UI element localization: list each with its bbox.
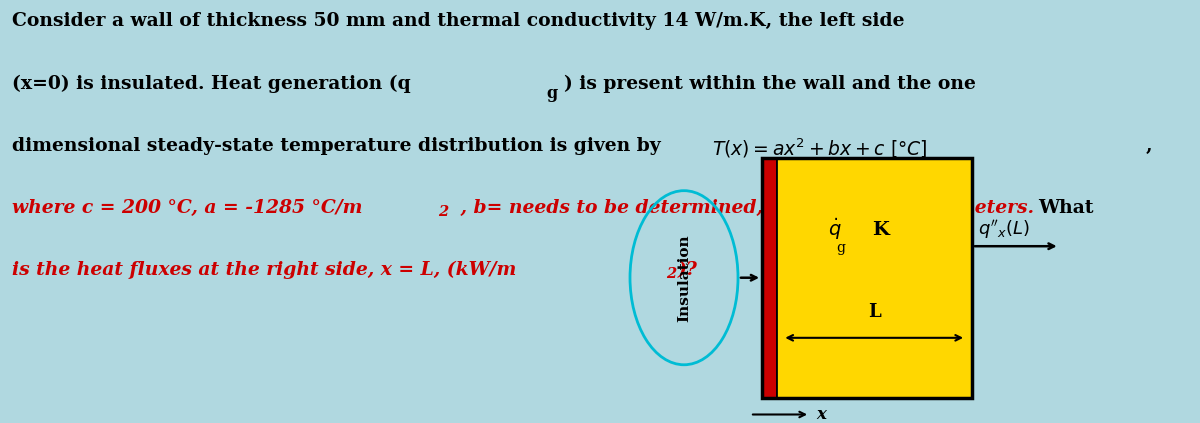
Text: g: g bbox=[546, 85, 557, 102]
Text: L: L bbox=[868, 303, 881, 321]
Text: where c = 200 °C, a = -1285 °C/m: where c = 200 °C, a = -1285 °C/m bbox=[12, 199, 362, 217]
Text: $\dot{q}$: $\dot{q}$ bbox=[828, 217, 842, 242]
FancyBboxPatch shape bbox=[762, 157, 776, 398]
Text: )?: )? bbox=[678, 261, 698, 279]
Text: ) is present within the wall and the one: ) is present within the wall and the one bbox=[564, 74, 976, 93]
Text: Consider a wall of thickness 50 mm and thermal conductivity 14 W/m.K, the left s: Consider a wall of thickness 50 mm and t… bbox=[12, 12, 905, 30]
Text: $T(x) = ax^2+bx+c\ [°C]$: $T(x) = ax^2+bx+c\ [°C]$ bbox=[712, 137, 928, 160]
Text: (x=0) is insulated. Heat generation (q: (x=0) is insulated. Heat generation (q bbox=[12, 74, 410, 93]
Text: , b= needs to be determined,: , b= needs to be determined, bbox=[454, 199, 763, 217]
Text: ,: , bbox=[1146, 137, 1153, 155]
Text: and x is in meters.: and x is in meters. bbox=[834, 199, 1040, 217]
Text: What: What bbox=[1038, 199, 1093, 217]
FancyBboxPatch shape bbox=[776, 157, 972, 398]
Text: is the heat fluxes at the right side, x = L, (kW/m: is the heat fluxes at the right side, x … bbox=[12, 261, 516, 279]
Text: Insulation: Insulation bbox=[677, 234, 691, 321]
Text: K: K bbox=[872, 221, 889, 239]
Text: 2: 2 bbox=[438, 205, 448, 219]
Text: dimensional steady-state temperature distribution is given by: dimensional steady-state temperature dis… bbox=[12, 137, 667, 155]
Text: 2: 2 bbox=[666, 267, 676, 281]
Text: $q''_x(L)$: $q''_x(L)$ bbox=[978, 218, 1031, 241]
Text: g: g bbox=[836, 241, 846, 255]
Text: x: x bbox=[816, 406, 826, 423]
